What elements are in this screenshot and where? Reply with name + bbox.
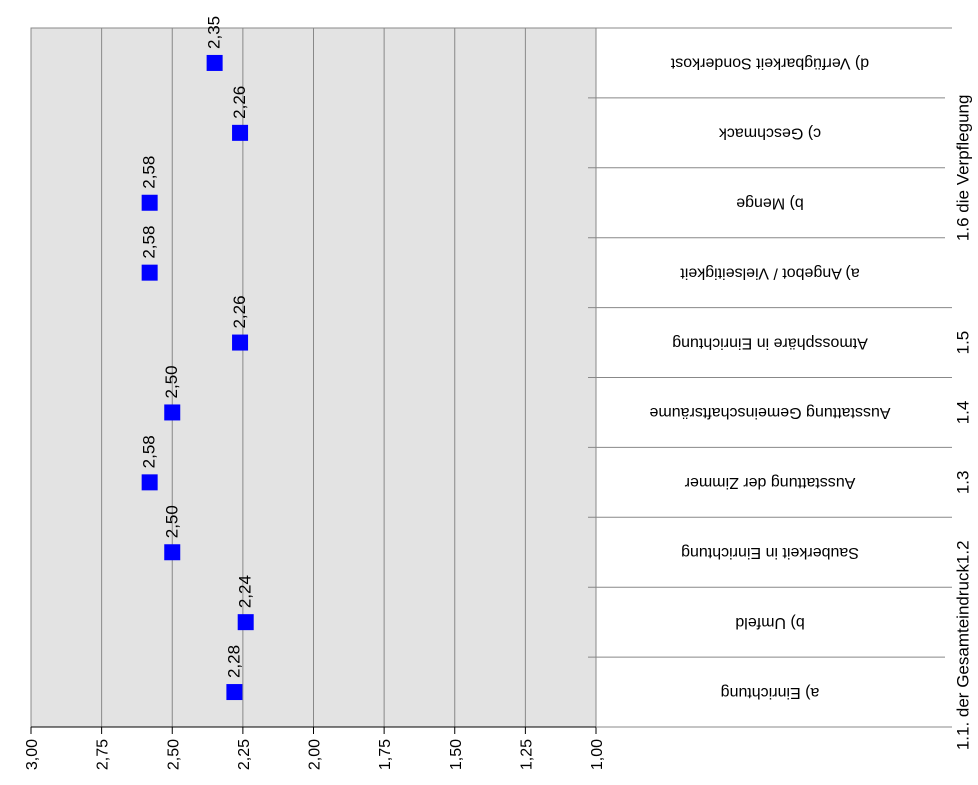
x-tick-label: 1,50	[448, 739, 465, 770]
data-point	[141, 474, 158, 491]
data-label: 2,24	[236, 575, 255, 608]
x-tick-label: 1,25	[518, 739, 535, 770]
data-label: 2,58	[140, 156, 159, 189]
category-label: a) Angebot / Vielseitigkeit	[680, 264, 860, 281]
group-label: 1.3	[953, 471, 972, 495]
category-table: a) Einrichtung b) Umfeld Sauberkeit in Ein…	[588, 27, 972, 751]
value-axis: 1,00 1,25 1,50 1,75 2,00 2,25 2,50 2,75 3,00	[24, 726, 606, 770]
x-tick-label: 1,00	[589, 739, 606, 770]
data-label: 2,50	[162, 365, 181, 398]
data-points: 2,28 2,24 2,50 2,58 2,50 2,26 2,58 2,58 2,26 2,35	[140, 16, 255, 701]
category-label: Ausstattung Gemeinschaftsräume	[649, 404, 890, 421]
data-label: 2,50	[162, 505, 181, 538]
x-tick-label: 3,00	[24, 739, 41, 770]
group-label: 1.1. der Gesamteindruck	[953, 564, 972, 751]
category-label: Sauberkeit in Einrichtung	[681, 544, 859, 561]
data-point	[232, 334, 249, 351]
data-label: 2,58	[140, 435, 159, 468]
x-tick-label: 2,00	[307, 739, 324, 770]
data-point	[141, 194, 158, 211]
data-point	[232, 124, 249, 141]
category-label: d) Verfügbarkeit Sonderkost	[670, 55, 869, 72]
data-point	[226, 684, 243, 701]
category-label: Ausstattung der Zimmer	[684, 474, 855, 491]
category-label: b) Menge	[736, 195, 804, 212]
group-label: 1.5	[953, 331, 972, 355]
group-label: 1.2	[953, 540, 972, 564]
data-point	[164, 404, 181, 421]
category-label: c) Geschmack	[718, 125, 821, 142]
data-label: 2,26	[230, 86, 249, 119]
x-tick-label: 2,50	[165, 739, 182, 770]
x-tick-label: 1,75	[377, 739, 394, 770]
category-label: b) Umfeld	[735, 614, 804, 631]
grid-lines	[101, 28, 526, 727]
x-tick-label: 2,25	[236, 739, 253, 770]
x-tick-label: 2,75	[95, 739, 112, 770]
data-point	[141, 264, 158, 281]
data-point	[164, 544, 181, 561]
group-label: 1.6 die Verpflegung	[953, 95, 972, 242]
data-point	[206, 54, 223, 71]
data-label: 2,58	[140, 226, 159, 259]
category-label: Atmossphäre in Einrichtung	[672, 334, 868, 351]
data-label: 2,26	[230, 295, 249, 328]
category-label: a) Einrichtung	[721, 684, 820, 701]
group-label: 1.4	[953, 401, 972, 425]
data-label: 2,35	[205, 16, 224, 49]
data-point	[237, 614, 254, 631]
data-label: 2,28	[224, 645, 243, 678]
